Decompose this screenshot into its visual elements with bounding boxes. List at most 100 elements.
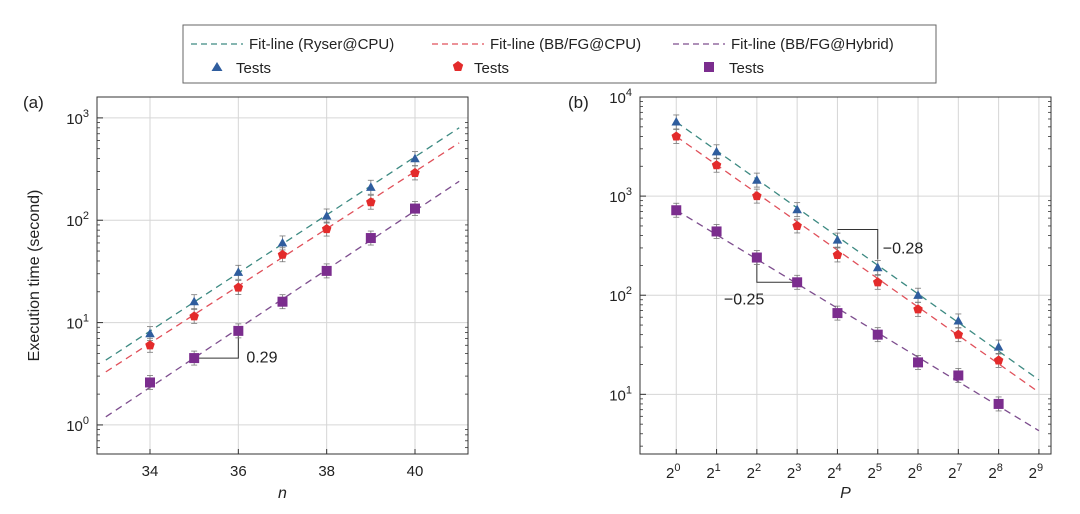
panel-b-point-ryser-cpu — [832, 235, 843, 244]
panel-a-point-bb-fg-cpu — [366, 197, 376, 207]
panel-b-y-tick-label: 103 — [609, 186, 632, 206]
panel-a-point-bb-fg-hybrid — [365, 233, 376, 244]
panel-b-y-tick-label-base: 10 — [609, 189, 626, 206]
panel-b-point-ryser-cpu — [913, 290, 923, 299]
panel-b-slope-bracket — [756, 257, 798, 283]
panel-b-point-bb-fg-cpu — [993, 355, 1004, 365]
panel-b-point-ryser-cpu — [671, 116, 682, 126]
panel-b-x-tick-label: 23 — [787, 462, 801, 482]
panel-b-x-tick-label-exp: 3 — [795, 462, 801, 474]
panel-a-y-tick-label-base: 10 — [66, 111, 83, 128]
panel-a-x-tick-label: 40 — [407, 463, 424, 480]
legend-triangle-marker — [211, 62, 223, 71]
panel-b-x-tick-label-base: 2 — [666, 465, 674, 482]
panel-b-point-bb-fg-hybrid — [671, 205, 682, 216]
panel-b-y-tick-label-exp: 2 — [626, 285, 632, 297]
panel-b-x-tick-label: 22 — [747, 462, 761, 482]
panel-b-y-tick-label-base: 10 — [609, 288, 626, 305]
panel-a-point-ryser-cpu — [277, 237, 288, 247]
panel-b-point-bb-fg-cpu — [752, 191, 762, 201]
panel-b-point-bb-fg-hybrid — [953, 370, 964, 381]
panel-b-point-ryser-cpu — [792, 204, 802, 214]
panel-b-point-bb-fg-cpu — [711, 160, 722, 170]
panel-b-point-bb-fg-hybrid — [832, 308, 843, 319]
panel-b-x-tick-label-exp: 8 — [997, 462, 1003, 474]
panel-a-point-bb-fg-cpu — [321, 224, 332, 234]
panel-b-x-tick-label: 21 — [706, 462, 720, 482]
panel-b-y-tick-label: 101 — [609, 384, 632, 404]
panel-a-y-tick-label-base: 10 — [66, 316, 83, 333]
panel-b-x-tick-label-exp: 6 — [916, 462, 922, 474]
panel-a-point-bb-fg-hybrid — [233, 325, 244, 336]
panel-a-point-bb-fg-hybrid — [321, 265, 332, 276]
panel-b-y-tick-label: 104 — [609, 87, 632, 107]
panel-a-point-bb-fg-cpu — [410, 167, 420, 177]
panel-b-x-tick-label: 28 — [988, 462, 1002, 482]
panel-b-x-tick-label: 24 — [827, 462, 841, 482]
panel-a-point-bb-fg-cpu — [189, 311, 199, 321]
panel-a-point-bb-fg-cpu — [277, 249, 288, 259]
panel-a-y-tick-label-exp: 0 — [83, 415, 89, 427]
panel-a-y-tick-label-exp: 2 — [83, 210, 89, 222]
legend-frame — [182, 24, 937, 84]
panel-b-fit-line-bb-fg-cpu — [675, 135, 1040, 393]
panel-b-x-tick-label: 25 — [868, 462, 882, 482]
panel-a-fit-lines — [105, 127, 460, 418]
panel-b-fit-lines — [675, 121, 1040, 432]
panel-a-point-ryser-cpu — [145, 328, 155, 338]
panel-b-point-bb-fg-hybrid — [792, 277, 803, 288]
panel-b-x-tick-label-base: 2 — [988, 465, 996, 482]
legend: Fit-line (Ryser@CPU) Fit-line (BB/FG@CPU… — [182, 24, 937, 84]
panel-a-slope-value: 0.29 — [246, 349, 277, 366]
panel-b-slope-value: −0.25 — [724, 291, 765, 308]
legend-tests-ryser-label: Tests — [236, 60, 271, 77]
panel-a-slope-bracket — [194, 330, 239, 359]
panel-b-x-tick-label-base: 2 — [827, 465, 835, 482]
panel-a-y-tick-label: 100 — [66, 415, 89, 435]
panel-b-point-bb-fg-hybrid — [751, 252, 762, 263]
panel-b-x-tick-label-exp: 1 — [715, 462, 721, 474]
panel-b-x-tick-label: 27 — [948, 462, 962, 482]
panel-a-y-tick-label: 101 — [66, 313, 89, 333]
panel-b-point-ryser-cpu — [711, 146, 722, 156]
panel-b-plot-frame — [639, 96, 1052, 455]
panel-a-fit-line-bb-fg-hybrid — [105, 180, 460, 418]
panel-a-point-bb-fg-hybrid — [145, 377, 155, 388]
panel-b-x-axis-label: P — [840, 485, 851, 502]
panel-b-y-tick-label-exp: 4 — [626, 87, 632, 99]
panel-b-x-tick-label-base: 2 — [868, 465, 876, 482]
legend-fit-line-bbfg-cpu-label: Fit-line (BB/FG@CPU) — [490, 36, 641, 53]
panel-b-x-tick-label-exp: 7 — [956, 462, 962, 474]
panel-a-point-bb-fg-cpu — [233, 282, 244, 292]
panel-b-point-bb-fg-cpu — [671, 131, 682, 141]
panel-b-fit-line-bb-fg-hybrid — [675, 209, 1040, 432]
legend-fit-line-bbfg-hybrid-label: Fit-line (BB/FG@Hybrid) — [731, 36, 894, 53]
panel-b-slope-value: −0.28 — [883, 241, 924, 258]
panel-b-point-bb-fg-cpu — [913, 304, 923, 314]
panel-a-y-tick-label: 103 — [66, 108, 89, 128]
panel-b-x-tick-label-base: 2 — [948, 465, 956, 482]
legend-tests-bbfg-cpu-label: Tests — [474, 60, 509, 77]
panel-b-point-bb-fg-hybrid — [993, 398, 1004, 409]
panel-a-y-tick-label: 102 — [66, 210, 89, 230]
panel-a-grid — [97, 97, 468, 454]
panel-a-fit-line-ryser-cpu — [105, 127, 460, 361]
panel-a-point-ryser-cpu — [366, 182, 376, 191]
panel-b-x-tick-label-exp: 0 — [674, 462, 680, 474]
legend-pentagon-marker — [452, 61, 464, 71]
panel-b: (b) −0.28−0.25 20 21 22 23 24 25 26 27 28 2910110… — [568, 87, 1052, 502]
panel-b-x-tick-label-exp: 5 — [876, 462, 882, 474]
panel-b-data-points — [671, 114, 1004, 412]
panel-a-point-ryser-cpu — [233, 267, 244, 276]
panel-b-y-tick-label: 102 — [609, 285, 632, 305]
panel-b-x-tick-label-base: 2 — [706, 465, 714, 482]
panel-a-point-bb-fg-hybrid — [277, 296, 288, 307]
panel-b-y-tick-label-base: 10 — [609, 90, 626, 107]
panel-a-y-axis-label: Execution time (second) — [26, 190, 43, 362]
panel-a-y-tick-label-exp: 1 — [83, 313, 89, 325]
panel-b-point-ryser-cpu — [993, 342, 1004, 351]
panel-b-point-ryser-cpu — [752, 175, 762, 184]
panel-b-point-bb-fg-hybrid — [711, 226, 722, 237]
